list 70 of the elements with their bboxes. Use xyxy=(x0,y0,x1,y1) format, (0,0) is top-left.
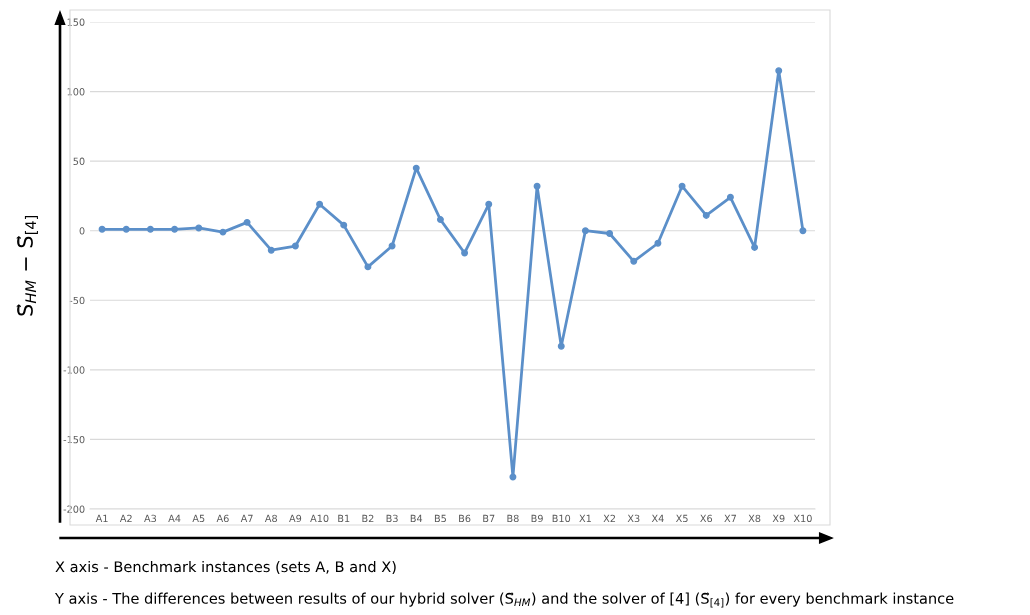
point xyxy=(630,257,638,265)
x-tick-label: B3 xyxy=(386,514,398,523)
x-tick-label: X5 xyxy=(675,514,688,523)
point xyxy=(122,225,130,233)
x-tick-label: A1 xyxy=(95,514,108,522)
y-tick-label: 50 xyxy=(73,157,85,165)
text: Y axis - The differences between results of our hybrid solver (S⃗$_{HM}$) and the solver of [4] (S⃗$_{[4]}$) for every benchmark instance xyxy=(54,592,954,608)
x-tick-label: B1 xyxy=(338,514,350,522)
point xyxy=(533,182,541,190)
x-tick-label: X3 xyxy=(627,514,640,523)
x-tick-label: A2 xyxy=(119,514,132,522)
x-tick-label: A8 xyxy=(264,514,277,523)
x-tick-label: A9 xyxy=(289,514,302,523)
point xyxy=(751,243,759,251)
x-tick-label: X4 xyxy=(651,514,664,522)
point xyxy=(509,473,517,481)
y-tick-label: -200 xyxy=(63,505,85,513)
x-tick-label: B8 xyxy=(507,514,519,523)
x-tick-label: X10 xyxy=(793,514,812,523)
y-tick-label: 100 xyxy=(67,88,85,96)
x-tick-label: A4 xyxy=(168,514,181,522)
x-tick-label: X6 xyxy=(700,514,713,523)
point xyxy=(557,342,565,350)
point xyxy=(654,239,662,247)
y-tick-label: -150 xyxy=(63,435,85,444)
y-axis-title: S⃗$_{HM}$ − S⃗$_{[4]}$ xyxy=(16,215,38,316)
x-tick-label: X2 xyxy=(603,514,616,522)
y-tick-label: 0 xyxy=(79,227,85,235)
x-tick-label: A7 xyxy=(240,514,253,522)
point xyxy=(291,242,299,250)
point xyxy=(485,200,493,208)
x-tick-label: B2 xyxy=(362,514,374,522)
x-tick-label: X7 xyxy=(724,514,737,522)
point xyxy=(98,225,106,233)
point xyxy=(243,218,251,226)
point xyxy=(436,216,444,224)
point xyxy=(267,246,275,254)
point xyxy=(364,263,372,271)
x-tick-label: A10 xyxy=(310,514,329,523)
point xyxy=(726,193,734,201)
text: X axis - Benchmark instances (sets A, B and X) xyxy=(55,560,396,574)
point xyxy=(195,224,203,232)
point xyxy=(775,67,783,75)
point xyxy=(316,200,324,208)
point xyxy=(171,225,179,233)
point xyxy=(702,211,710,219)
point xyxy=(219,228,227,236)
point xyxy=(581,227,589,235)
point xyxy=(606,230,614,237)
x-tick-label: A5 xyxy=(192,514,205,523)
y-tick-label: 150 xyxy=(67,18,85,26)
point xyxy=(678,182,686,190)
x-tick-label: B4 xyxy=(410,514,423,522)
x-tick-label: B7 xyxy=(483,514,495,522)
x-tick-label: B10 xyxy=(552,514,571,523)
x-tick-label: X9 xyxy=(772,514,785,523)
x-tick-label: B6 xyxy=(459,514,471,523)
x-tick-label: A6 xyxy=(216,514,229,523)
y-tick-label: -50 xyxy=(69,296,85,305)
y-tick-label: -100 xyxy=(63,366,85,374)
x-tick-label: A3 xyxy=(144,514,157,523)
x-tick-label: X1 xyxy=(579,514,591,522)
x-tick-label: X8 xyxy=(748,514,761,523)
point xyxy=(461,249,469,257)
point xyxy=(799,227,807,235)
point xyxy=(340,221,348,229)
point xyxy=(146,225,154,233)
x-tick-label: B9 xyxy=(531,514,543,523)
point xyxy=(412,164,420,172)
x-tick-label: B5 xyxy=(434,514,446,523)
